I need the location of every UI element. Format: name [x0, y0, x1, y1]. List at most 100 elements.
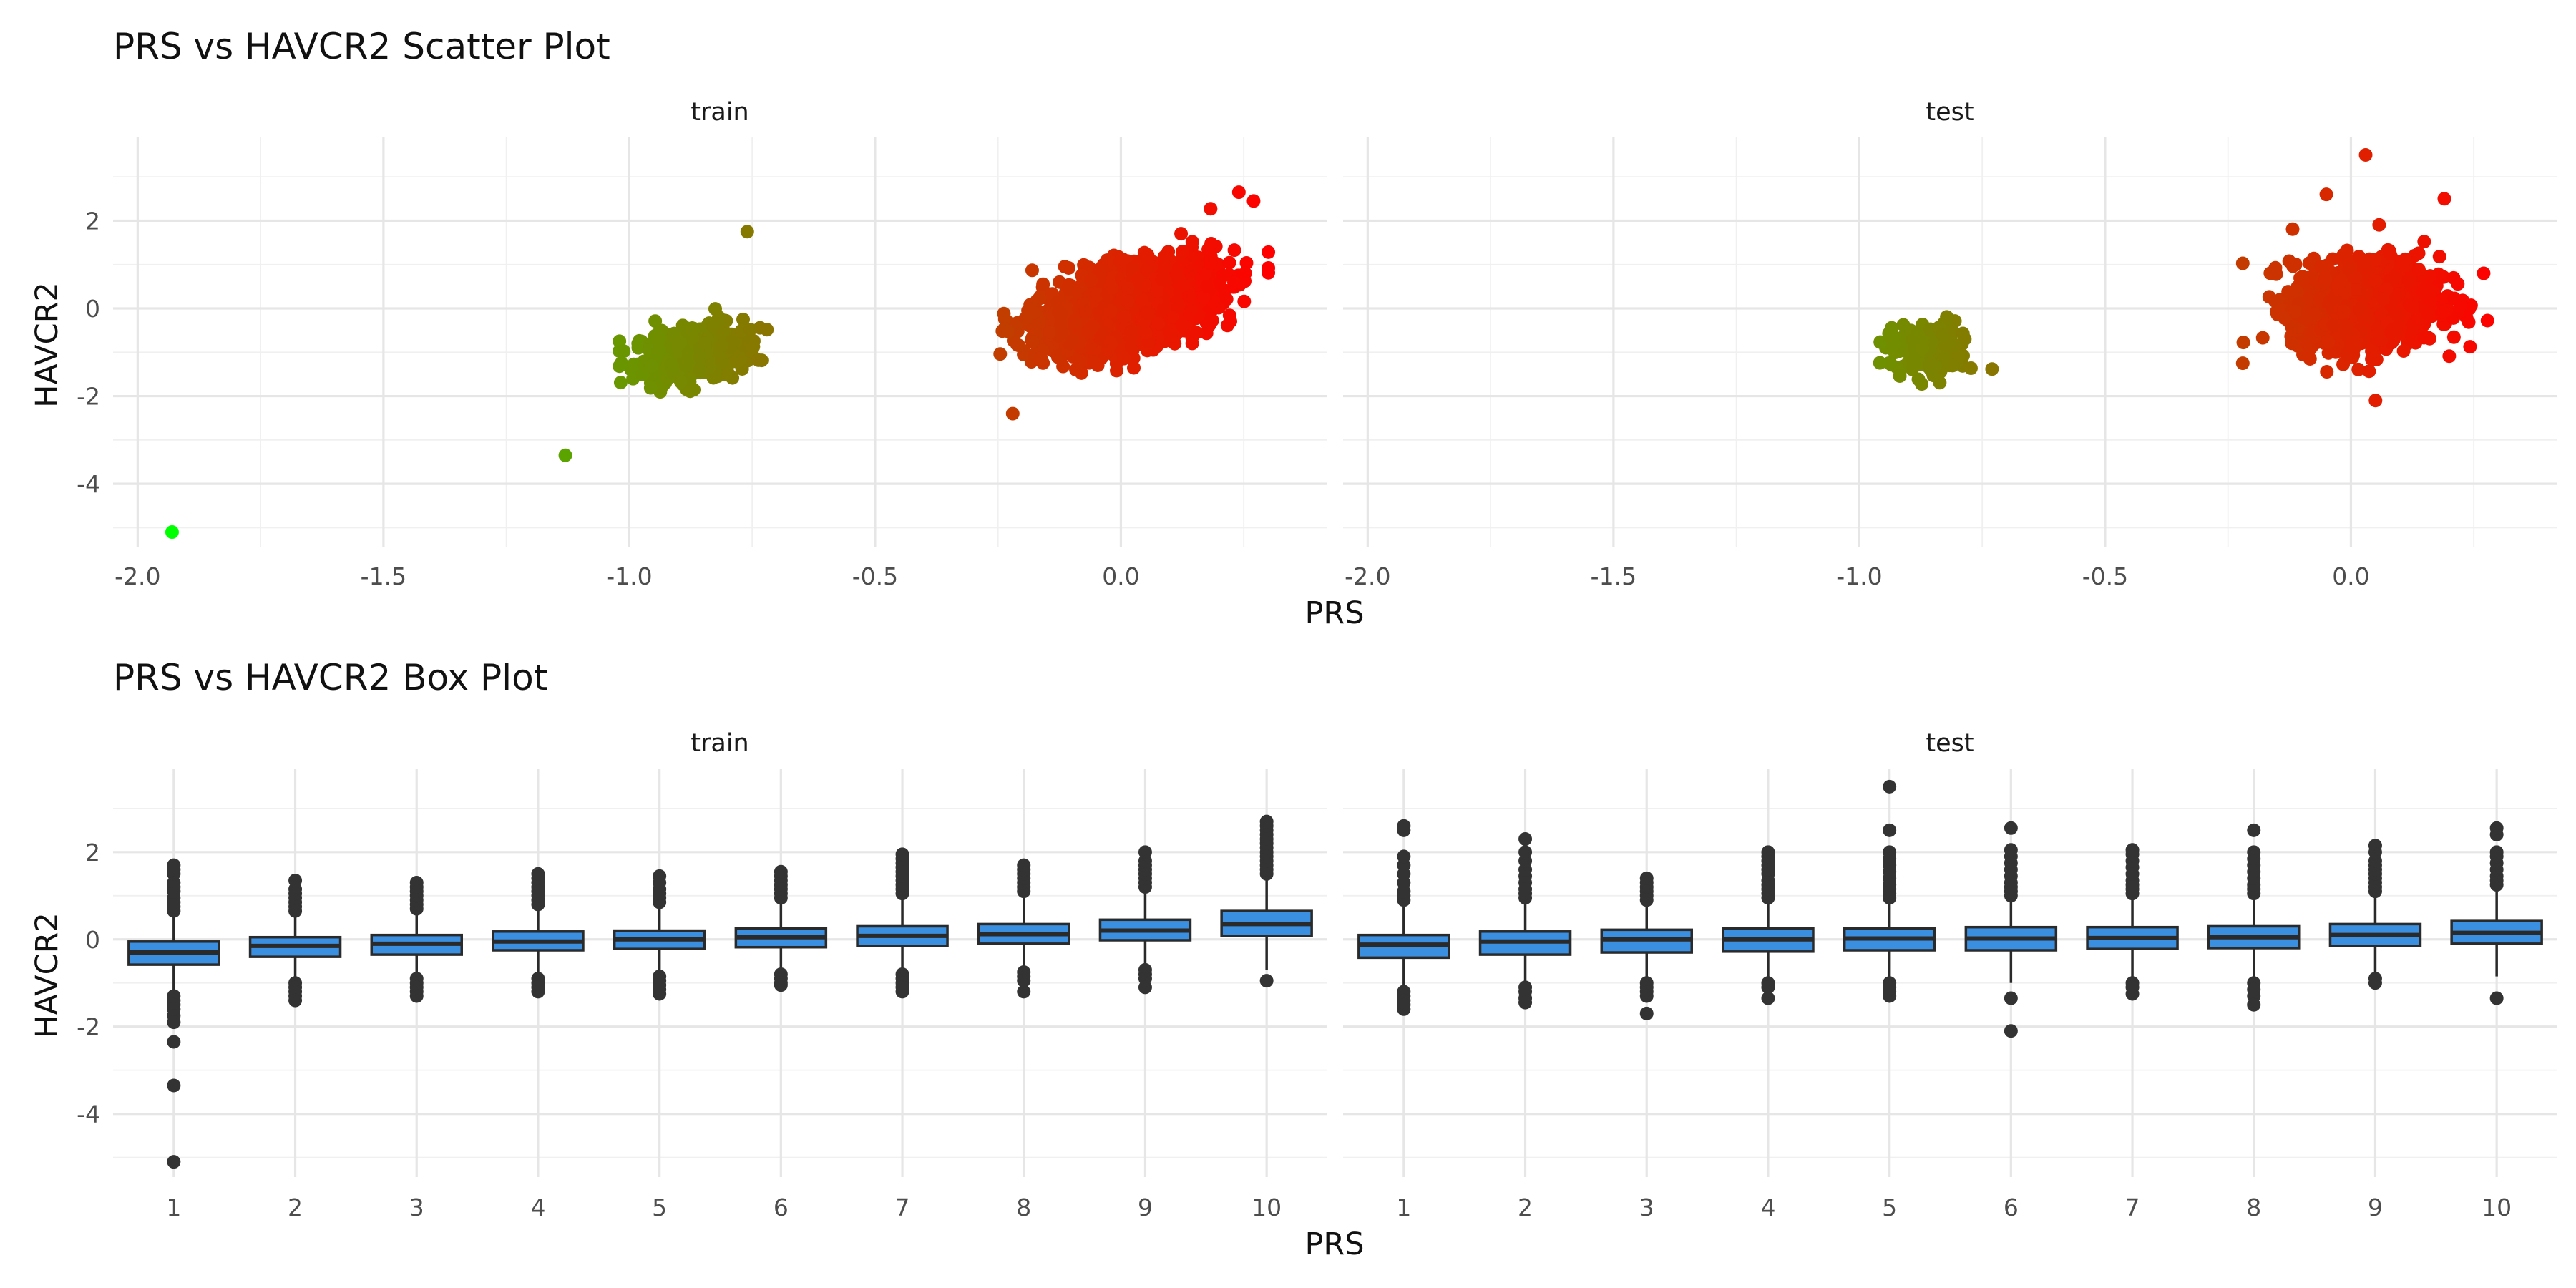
scatter-point	[686, 323, 700, 338]
scatter-point	[1068, 314, 1083, 328]
scatter-point	[1151, 316, 1166, 331]
scatter-point	[1001, 324, 1015, 338]
scatter-point	[1092, 265, 1106, 279]
box-facet-train-label: train	[691, 729, 748, 758]
box-facet-test-label: test	[1926, 729, 1974, 758]
box-outlier-point	[1259, 974, 1274, 988]
box-outlier-point	[1138, 980, 1152, 995]
box-outlier-point	[2368, 839, 2382, 853]
scatter-point	[2368, 394, 2383, 408]
scatter-point	[2383, 247, 2397, 261]
scatter-point	[1199, 326, 1214, 341]
box-title: PRS vs HAVCR2 Box Plot	[113, 657, 547, 698]
x-tick-label: -2.0	[114, 562, 160, 590]
scatter-point	[1887, 337, 1901, 351]
x-tick-label: 9	[2368, 1194, 2383, 1221]
scatter-panel-train: -2.0 -1.5 -1.0 -0.5 0.0-4-202	[77, 137, 1327, 590]
scatter-facet-test-label: test	[1926, 98, 1974, 127]
scatter-point	[2396, 343, 2411, 358]
scatter-point	[2342, 262, 2356, 276]
scatter-point	[2432, 250, 2446, 264]
box-outlier-point	[653, 987, 667, 1001]
scatter-point	[1078, 304, 1093, 318]
scatter-point	[644, 359, 658, 374]
scatter-chart: PRS vs HAVCR2 Scatter Plot train test -2…	[29, 26, 2557, 631]
scatter-point	[1164, 329, 1179, 343]
box-outlier-point	[2004, 821, 2018, 835]
scatter-point	[1032, 351, 1046, 366]
box-panel-test: 1 2 3 4 5 6 7 8 9 10	[1343, 769, 2557, 1221]
scatter-point	[754, 353, 769, 368]
box-outlier-point	[1017, 858, 1031, 872]
box-outlier-point	[1518, 995, 1533, 1010]
scatter-point	[2390, 308, 2404, 322]
scatter-point	[1907, 354, 1921, 369]
scatter-point	[2320, 365, 2334, 379]
scatter-point	[1028, 323, 1042, 337]
scatter-point	[2437, 192, 2451, 206]
scatter-point	[1237, 294, 1252, 308]
scatter-point	[2278, 311, 2292, 326]
box-x-axis-label: PRS	[1304, 1226, 1364, 1262]
scatter-point	[2328, 345, 2343, 359]
box-outlier-point	[288, 873, 303, 887]
box-outlier-point	[2489, 821, 2504, 835]
scatter-point	[1185, 235, 1199, 249]
box-outlier-point	[167, 858, 181, 872]
x-tick-label: -1.5	[361, 562, 406, 590]
scatter-point	[2339, 318, 2353, 333]
scatter-point	[1222, 255, 1236, 270]
scatter-title: PRS vs HAVCR2 Scatter Plot	[113, 26, 610, 67]
scatter-point	[617, 344, 631, 358]
scatter-point	[1124, 325, 1138, 339]
scatter-point	[1126, 361, 1141, 375]
scatter-point	[693, 350, 707, 364]
box-y-axis-label: HAVCR2	[29, 912, 65, 1038]
box-outlier-point	[774, 978, 788, 992]
x-tick-label: 4	[1760, 1194, 1775, 1221]
scatter-point	[1158, 252, 1172, 266]
scatter-point	[1025, 263, 1039, 278]
scatter-point	[1176, 278, 1191, 292]
box-outlier-point	[2247, 845, 2261, 859]
scatter-point	[1069, 363, 1083, 377]
scatter-point	[2328, 295, 2343, 309]
y-tick-label: -4	[77, 1101, 100, 1128]
scatter-point	[1141, 306, 1156, 320]
scatter-point	[2442, 349, 2457, 364]
scatter-point	[1238, 266, 1252, 280]
scatter-point	[1086, 355, 1101, 369]
scatter-point	[2314, 260, 2328, 274]
scatter-point	[1239, 256, 1254, 270]
scatter-point	[2236, 336, 2250, 350]
scatter-point	[2334, 273, 2348, 287]
scatter-point	[2439, 303, 2454, 318]
x-tick-label: 0.0	[1102, 562, 1139, 590]
scatter-point	[1911, 372, 1926, 386]
scatter-point	[1005, 406, 1020, 421]
scatter-point	[631, 341, 645, 355]
scatter-point	[1155, 272, 1169, 286]
scatter-point	[2372, 218, 2386, 232]
box-outlier-point	[653, 869, 667, 883]
scatter-point	[1985, 362, 1999, 376]
scatter-x-axis-label: PRS	[1304, 595, 1364, 631]
box-outlier-point	[2489, 991, 2504, 1005]
scatter-point	[1157, 302, 1171, 316]
box-outlier-point	[2125, 987, 2140, 1001]
scatter-point	[1124, 339, 1138, 353]
box-outlier-point	[2368, 976, 2382, 990]
scatter-point	[1246, 194, 1261, 208]
box-outlier-point	[531, 867, 545, 881]
scatter-point	[2362, 364, 2376, 379]
box-outlier-point	[1017, 985, 1031, 999]
box-outlier-point	[2247, 823, 2261, 837]
scatter-point	[673, 375, 688, 389]
scatter-point	[1910, 326, 1924, 341]
scatter-point	[698, 336, 712, 351]
scatter-point	[1131, 272, 1145, 286]
box-outlier-point	[409, 989, 424, 1003]
scatter-point	[1084, 273, 1098, 288]
scatter-point	[1963, 361, 1978, 376]
